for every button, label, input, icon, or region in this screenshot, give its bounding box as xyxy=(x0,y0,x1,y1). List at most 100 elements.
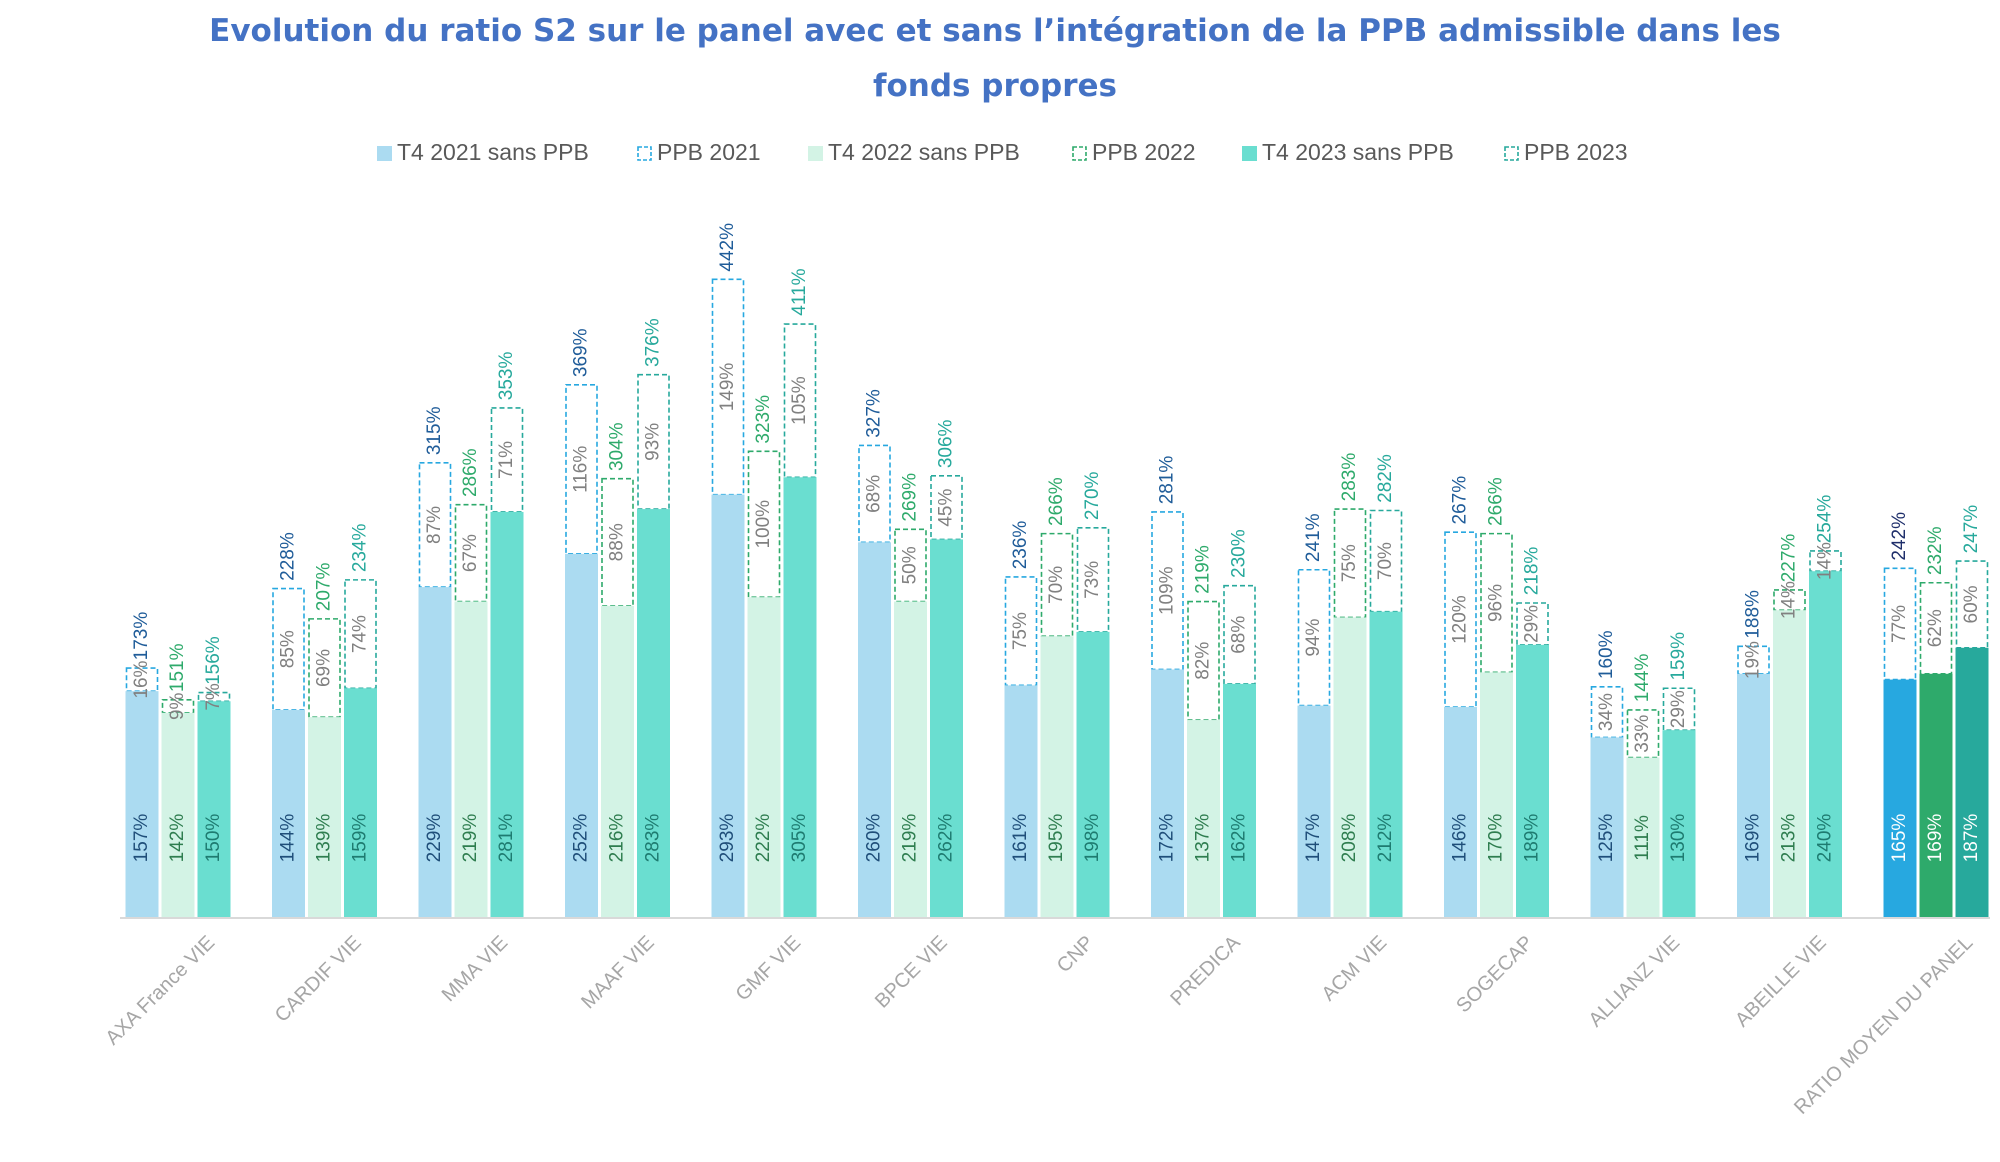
ppb-value-label: 68% xyxy=(1229,616,1250,654)
total-value-label: 283% xyxy=(1339,453,1360,502)
ppb-value-label: 75% xyxy=(1010,612,1031,650)
base-value-label: 142% xyxy=(167,814,188,863)
base-value-label: 260% xyxy=(864,814,885,863)
base-value-label: 157% xyxy=(131,814,152,863)
category-label: ALLIANZ VIE xyxy=(1585,932,1685,1032)
total-value-label: 219% xyxy=(1193,545,1214,594)
ppb-value-label: 149% xyxy=(717,363,738,412)
base-value-label: 170% xyxy=(1486,814,1507,863)
total-value-label: 144% xyxy=(1632,654,1653,703)
base-value-label: 165% xyxy=(1889,814,1910,863)
total-value-label: 228% xyxy=(278,532,299,581)
base-value-label: 229% xyxy=(424,814,445,863)
base-bar xyxy=(637,509,670,918)
base-value-label: 208% xyxy=(1339,814,1360,863)
ppb-bar xyxy=(565,383,598,555)
ppb-value-label: 16% xyxy=(131,660,152,698)
total-value-label: 327% xyxy=(864,389,885,438)
total-value-label: 306% xyxy=(936,419,957,468)
base-value-label: 213% xyxy=(1779,814,1800,863)
ppb-bar xyxy=(930,475,963,541)
base-bar xyxy=(1883,679,1917,918)
ppb-value-label: 96% xyxy=(1486,584,1507,622)
category-label: PREDICA xyxy=(1166,931,1245,1010)
category-label: AXA France VIE xyxy=(102,932,220,1050)
base-bar xyxy=(1626,757,1660,918)
base-bar xyxy=(1590,737,1624,918)
chart-title: Evolution du ratio S2 sur le panel avec … xyxy=(209,13,1781,104)
base-value-label: 293% xyxy=(717,814,738,863)
base-bar xyxy=(1333,617,1367,918)
ppb-bar xyxy=(125,667,159,692)
ppb-bar xyxy=(1223,584,1256,685)
base-bar xyxy=(601,605,634,918)
base-value-label: 111% xyxy=(1632,815,1653,861)
legend-swatch xyxy=(1072,146,1087,161)
ppb-value-label: 70% xyxy=(1046,566,1067,604)
ppb-bar xyxy=(1151,511,1184,671)
ppb-value-label: 116% xyxy=(571,446,592,493)
ppb-value-label: 68% xyxy=(864,475,885,513)
ppb-bar xyxy=(711,278,745,496)
ppb-bar xyxy=(747,450,781,599)
total-value-label: 236% xyxy=(1010,521,1031,570)
legend-label: T4 2023 sans PPB xyxy=(1262,139,1454,165)
total-value-label: 247% xyxy=(1961,505,1982,554)
ppb-value-label: 60% xyxy=(1961,585,1982,623)
total-value-label: 266% xyxy=(1486,477,1507,526)
base-value-label: 281% xyxy=(496,814,517,863)
base-value-label: 216% xyxy=(607,814,628,863)
legend-label: T4 2022 sans PPB xyxy=(828,139,1020,165)
ppb-value-label: 9% xyxy=(167,692,188,720)
base-bar xyxy=(1480,672,1513,918)
base-value-label: 189% xyxy=(1522,814,1543,863)
total-value-label: 376% xyxy=(643,318,664,367)
ppb-value-label: 93% xyxy=(643,423,664,461)
ppb-bar xyxy=(1773,589,1806,612)
total-value-label: 254% xyxy=(1815,495,1836,544)
bars-layer xyxy=(125,278,1989,918)
total-value-label: 281% xyxy=(1157,456,1178,505)
base-bar xyxy=(858,542,891,918)
ppb-bar xyxy=(1955,560,1989,649)
total-value-label: 188% xyxy=(1743,590,1764,639)
total-value-label: 282% xyxy=(1375,454,1396,503)
ppb-value-label: 29% xyxy=(1668,690,1689,728)
base-bar xyxy=(1040,636,1074,918)
ppb-value-label: 100% xyxy=(753,500,774,549)
ppb-value-label: 109% xyxy=(1157,566,1178,615)
ppb-value-label: 105% xyxy=(789,376,810,425)
base-value-label: 252% xyxy=(571,814,592,863)
total-value-label: 227% xyxy=(1779,534,1800,583)
ppb-value-label: 67% xyxy=(460,534,481,572)
ppb-value-label: 75% xyxy=(1339,544,1360,582)
ppb-bar xyxy=(197,691,231,703)
base-value-label: 222% xyxy=(753,814,774,863)
category-label: MAAF VIE xyxy=(577,932,659,1014)
ppb-bar xyxy=(1480,532,1513,674)
base-bar xyxy=(1223,683,1256,918)
total-value-label: 160% xyxy=(1596,630,1617,679)
total-value-label: 315% xyxy=(424,406,445,455)
ppb-bar xyxy=(308,618,341,718)
base-bar xyxy=(1737,673,1770,918)
ppb-value-label: 88% xyxy=(607,523,628,561)
ppb-value-label: 29% xyxy=(1522,605,1543,643)
base-bar xyxy=(1516,644,1549,918)
ppb-bar xyxy=(894,528,927,603)
base-bar xyxy=(418,587,452,918)
base-bar xyxy=(490,511,524,918)
base-bar xyxy=(1662,730,1696,918)
total-value-label: 411% xyxy=(789,268,810,315)
total-value-label: 242% xyxy=(1889,512,1910,561)
ppb-value-label: 34% xyxy=(1596,693,1617,731)
base-value-label: 137% xyxy=(1193,814,1214,863)
total-value-label: 218% xyxy=(1522,547,1543,596)
ppb-value-label: 71% xyxy=(496,441,517,479)
ppb-value-label: 120% xyxy=(1450,595,1471,644)
total-value-label: 270% xyxy=(1082,471,1103,520)
base-value-label: 150% xyxy=(203,814,224,863)
base-bar xyxy=(711,494,745,918)
ppb-bar xyxy=(1040,532,1074,638)
